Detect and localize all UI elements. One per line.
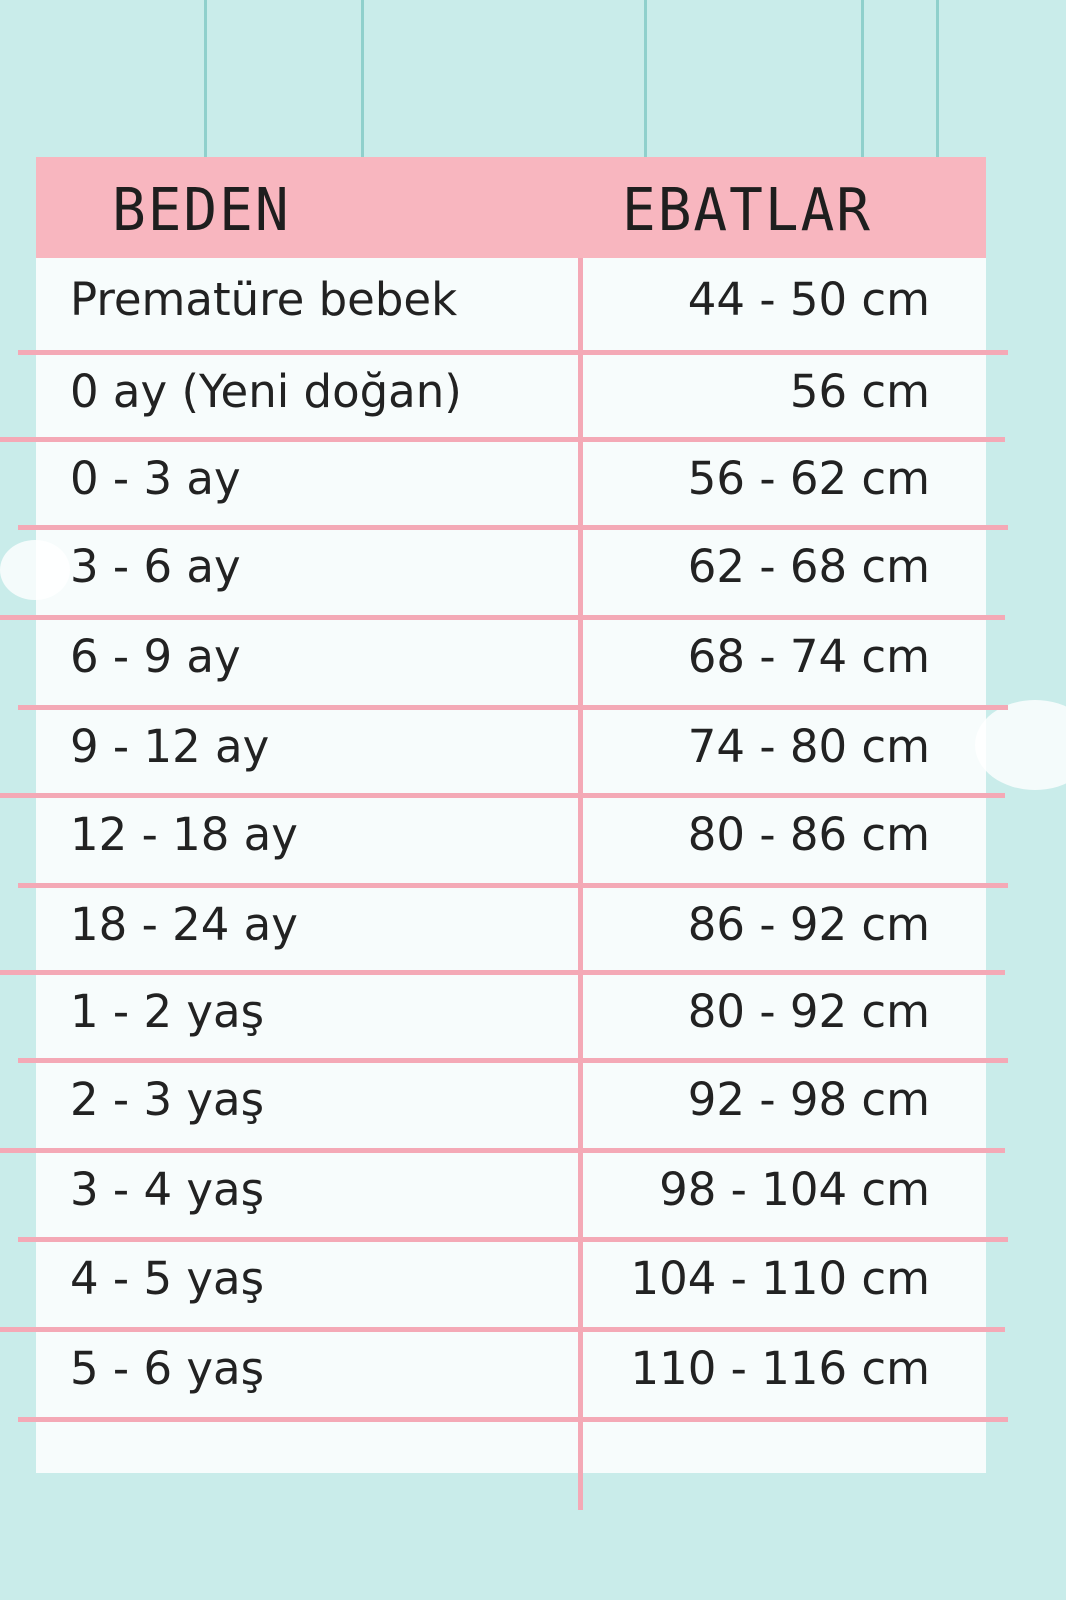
cloud-decoration — [975, 700, 1066, 790]
measure-cell: 92 - 98 cm — [687, 1073, 930, 1126]
measure-cell: 80 - 86 cm — [687, 808, 930, 861]
row-divider — [0, 1148, 1005, 1153]
size-cell: 2 - 3 yaş — [70, 1073, 265, 1126]
measure-cell: 62 - 68 cm — [687, 540, 930, 593]
row-divider — [18, 525, 1008, 530]
measure-cell: 98 - 104 cm — [659, 1163, 930, 1216]
row-divider — [18, 705, 1008, 710]
row-divider — [18, 1237, 1008, 1242]
size-cell: 0 ay (Yeni doğan) — [70, 365, 462, 418]
size-cell: 1 - 2 yaş — [70, 985, 265, 1038]
size-cell: 3 - 6 ay — [70, 540, 241, 593]
size-cell: 9 - 12 ay — [70, 720, 270, 773]
measure-cell: 56 cm — [789, 365, 930, 418]
hanging-string — [861, 0, 864, 158]
measure-cell: 44 - 50 cm — [687, 273, 930, 326]
measure-cell: 74 - 80 cm — [687, 720, 930, 773]
row-divider — [0, 437, 1005, 442]
measure-cell: 104 - 110 cm — [630, 1252, 930, 1305]
size-cell: 5 - 6 yaş — [70, 1342, 265, 1395]
table-header — [36, 157, 986, 258]
measure-cell: 110 - 116 cm — [630, 1342, 930, 1395]
hanging-string — [936, 0, 939, 158]
measure-cell: 56 - 62 cm — [687, 452, 930, 505]
hanging-string — [361, 0, 364, 158]
size-cell: 3 - 4 yaş — [70, 1163, 265, 1216]
measure-cell: 80 - 92 cm — [687, 985, 930, 1038]
row-divider — [0, 1327, 1005, 1332]
size-cell: 4 - 5 yaş — [70, 1252, 265, 1305]
hanging-string — [204, 0, 207, 158]
row-divider — [18, 350, 1008, 355]
size-cell: 18 - 24 ay — [70, 898, 298, 951]
row-divider — [18, 1058, 1008, 1063]
row-divider — [0, 970, 1005, 975]
row-divider — [18, 1417, 1008, 1422]
row-divider — [0, 615, 1005, 620]
hanging-string — [644, 0, 647, 158]
size-cell: 12 - 18 ay — [70, 808, 298, 861]
header-size: BEDEN — [112, 176, 291, 245]
size-cell: Prematüre bebek — [70, 273, 458, 326]
measure-cell: 86 - 92 cm — [687, 898, 930, 951]
size-cell: 0 - 3 ay — [70, 452, 241, 505]
size-cell: 6 - 9 ay — [70, 630, 241, 683]
header-measure: EBATLAR — [622, 176, 873, 245]
row-divider — [18, 883, 1008, 888]
measure-cell: 68 - 74 cm — [687, 630, 930, 683]
size-chart-card — [36, 157, 986, 1473]
row-divider — [0, 793, 1005, 798]
